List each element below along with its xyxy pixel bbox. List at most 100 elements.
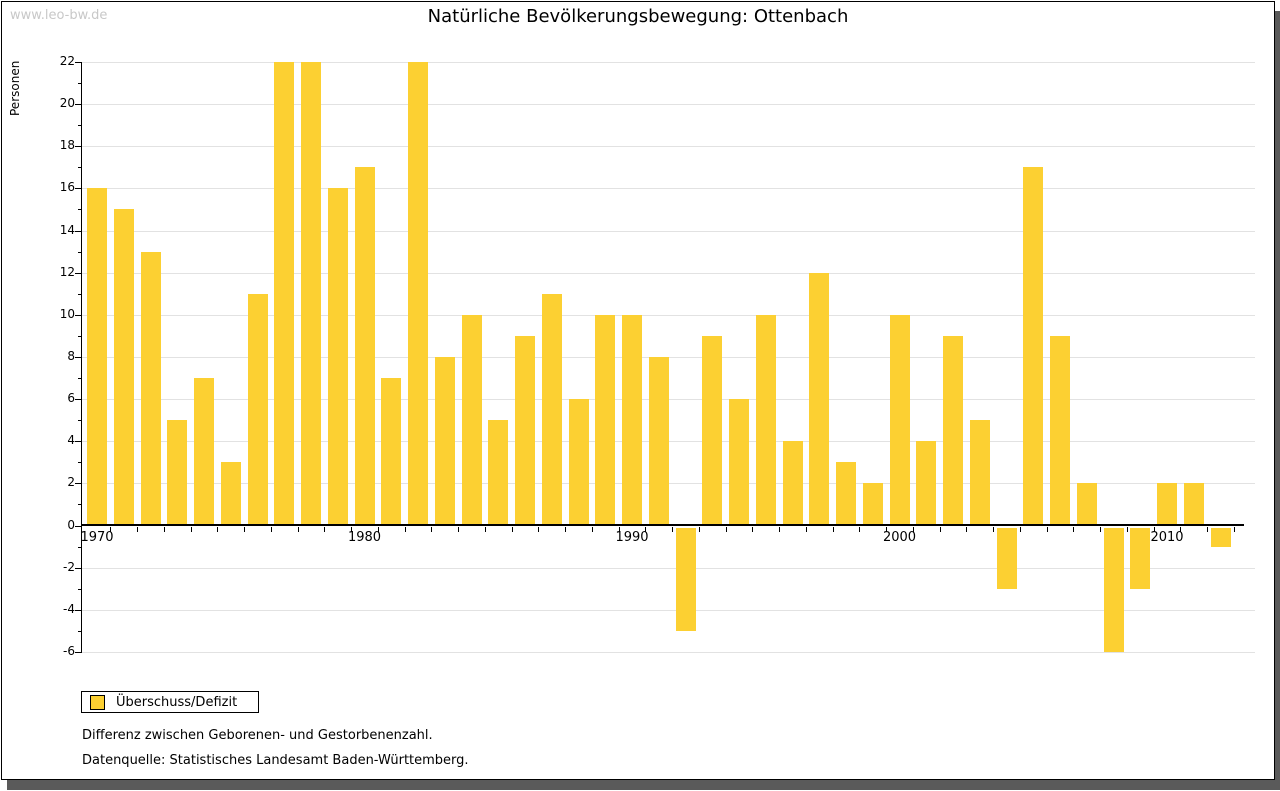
bar bbox=[488, 420, 509, 526]
chart-plot: Personen -6 -4 -2 0 2 4 6 8 10 12 14 16 18 20 22 1970 19… bbox=[2, 2, 1274, 779]
gridline bbox=[82, 568, 1255, 569]
y-axis-tick bbox=[78, 252, 81, 253]
gridline bbox=[82, 146, 1255, 147]
bar bbox=[755, 314, 776, 526]
bar bbox=[541, 293, 562, 526]
y-axis-tick bbox=[78, 167, 81, 168]
x-axis-tick bbox=[458, 527, 460, 532]
bar bbox=[889, 314, 910, 526]
gridline bbox=[82, 652, 1255, 653]
x-axis-tick bbox=[832, 527, 834, 532]
bar bbox=[381, 378, 402, 526]
bar bbox=[836, 462, 856, 526]
y-axis-tick-label: 8 bbox=[67, 349, 75, 363]
x-axis-tick-label: 1970 bbox=[80, 530, 114, 545]
y-axis-tick bbox=[75, 610, 81, 611]
y-axis-tick bbox=[78, 589, 81, 590]
y-axis-tick bbox=[75, 188, 81, 189]
gridline bbox=[82, 231, 1255, 232]
bar bbox=[1103, 527, 1124, 652]
x-axis-tick bbox=[324, 527, 326, 532]
bar bbox=[595, 314, 616, 526]
y-axis-tick bbox=[75, 399, 81, 400]
legend: Überschuss/Defizit bbox=[81, 691, 259, 713]
bar bbox=[515, 335, 535, 526]
bar bbox=[327, 188, 348, 526]
watermark: www.leo-bw.de bbox=[10, 8, 108, 23]
y-axis-tick bbox=[78, 209, 81, 210]
y-axis-tick-label: 2 bbox=[67, 475, 75, 489]
bar bbox=[408, 61, 428, 526]
x-axis-tick bbox=[912, 527, 914, 532]
y-axis-tick-label: 18 bbox=[59, 138, 75, 152]
bar bbox=[969, 420, 990, 526]
y-axis-tick bbox=[78, 378, 81, 379]
x-axis-tick bbox=[511, 527, 513, 532]
bar bbox=[274, 61, 295, 526]
x-axis-line bbox=[81, 524, 1244, 526]
x-axis-tick bbox=[1153, 527, 1155, 532]
y-axis-tick bbox=[78, 294, 81, 295]
bar bbox=[434, 356, 455, 526]
bar bbox=[1130, 527, 1151, 589]
y-axis-tick bbox=[75, 62, 81, 63]
x-axis-tick bbox=[404, 527, 406, 532]
bar bbox=[301, 61, 321, 526]
y-axis-tick bbox=[78, 83, 81, 84]
x-axis-tick bbox=[1046, 527, 1048, 532]
x-axis-tick bbox=[966, 527, 968, 532]
x-axis-tick bbox=[725, 527, 727, 532]
y-axis-tick-label: 4 bbox=[67, 433, 75, 447]
x-axis-tick bbox=[645, 527, 647, 532]
x-axis-tick bbox=[591, 527, 593, 532]
x-axis-tick bbox=[110, 527, 112, 532]
bar bbox=[702, 335, 723, 526]
bar bbox=[729, 399, 749, 526]
x-axis-tick-label: 2000 bbox=[882, 530, 917, 545]
y-axis-tick-label: 0 bbox=[67, 518, 75, 532]
x-axis-tick bbox=[859, 527, 861, 532]
y-axis-tick bbox=[75, 231, 81, 232]
bar bbox=[675, 527, 696, 631]
x-axis-tick bbox=[672, 527, 674, 532]
y-axis-tick-label: 10 bbox=[59, 307, 75, 321]
chart-title: Natürliche Bevölkerungsbewegung: Ottenba… bbox=[427, 6, 849, 27]
bar bbox=[194, 378, 214, 526]
x-axis-tick bbox=[1019, 527, 1021, 532]
x-axis-tick bbox=[618, 527, 620, 532]
y-axis-tick-label: 12 bbox=[59, 265, 75, 279]
bar bbox=[916, 441, 937, 526]
bar bbox=[862, 483, 883, 526]
y-axis-tick-label: 6 bbox=[67, 391, 75, 405]
y-axis-tick bbox=[75, 315, 81, 316]
x-axis-tick bbox=[484, 527, 486, 532]
y-axis-line bbox=[81, 62, 82, 653]
bar bbox=[140, 251, 161, 526]
note-source: Datenquelle: Statistisches Landesamt Bad… bbox=[82, 753, 469, 768]
x-axis-tick bbox=[752, 527, 754, 532]
bar bbox=[1023, 167, 1044, 526]
x-axis-tick bbox=[1207, 527, 1209, 532]
x-axis-tick bbox=[270, 527, 272, 532]
legend-label: Überschuss/Defizit bbox=[116, 694, 238, 710]
bar bbox=[167, 420, 188, 526]
gridline bbox=[82, 315, 1255, 316]
gridline bbox=[82, 610, 1255, 611]
bar bbox=[782, 441, 803, 526]
y-axis-tick bbox=[78, 631, 81, 632]
x-axis-tick bbox=[993, 527, 995, 532]
x-axis-tick bbox=[163, 527, 165, 532]
bar bbox=[622, 314, 642, 526]
y-axis-tick-label: 16 bbox=[59, 180, 75, 194]
y-axis-tick bbox=[75, 273, 81, 274]
bar bbox=[247, 293, 268, 526]
y-axis-tick-label: 20 bbox=[59, 96, 75, 110]
bar bbox=[113, 209, 134, 526]
y-axis-title: Personen bbox=[8, 60, 22, 116]
x-axis-tick bbox=[805, 527, 807, 532]
x-axis-tick bbox=[217, 527, 219, 532]
bar bbox=[87, 188, 107, 526]
gridline bbox=[82, 188, 1255, 189]
bar bbox=[220, 462, 241, 526]
